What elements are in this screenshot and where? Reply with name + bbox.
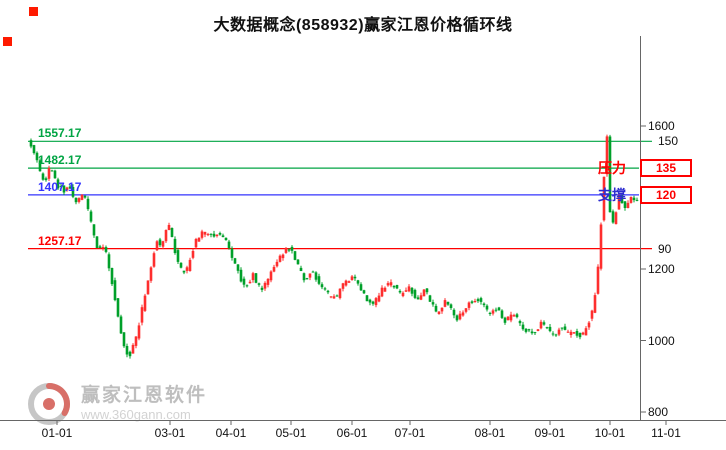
- watermark: 赢家江恩软件 www.360gann.com: [26, 381, 207, 427]
- gann-cycle-box: 135: [640, 159, 692, 178]
- level-price-label: 1407.17: [38, 179, 82, 194]
- x-axis-label: 05-01: [275, 426, 307, 440]
- y-axis-label: 800: [648, 405, 669, 419]
- watermark-text: 赢家江恩软件 www.360gann.com: [81, 385, 207, 423]
- level-price-label: 1482.17: [38, 153, 82, 168]
- brand-logo-icon: [28, 383, 70, 425]
- level-price-label: 1257.17: [38, 233, 82, 248]
- x-axis-label: 10-01: [594, 426, 626, 440]
- page-title: 大数据概念(858932)赢家江恩价格循环线: [213, 17, 513, 34]
- watermark-brand: 赢家江恩软件: [81, 385, 208, 406]
- corner-marker-left: [3, 37, 12, 46]
- gann-cycle-label: 90: [658, 241, 672, 256]
- gann-cycle-label: 150: [658, 134, 679, 149]
- x-axis-label: 01-01: [41, 426, 73, 440]
- support-tag: 支撑: [598, 186, 626, 203]
- x-axis-label: 07-01: [394, 426, 426, 440]
- x-axis-label: 08-01: [474, 426, 506, 440]
- pressure-tag: 压力: [598, 160, 626, 177]
- y-axis-label: 1200: [648, 262, 675, 276]
- x-axis-label: 09-01: [534, 426, 566, 440]
- x-axis-label: 11-01: [651, 426, 681, 440]
- y-axis-label: 1000: [648, 333, 675, 348]
- x-axis-label: 04-01: [215, 426, 247, 440]
- x-axis-label: 06-01: [336, 426, 368, 440]
- watermark-url: www.360gann.com: [81, 407, 191, 422]
- y-axis-label: 1600: [648, 119, 675, 133]
- gann-cycle-box: 120: [640, 185, 692, 204]
- level-price-label: 1557.17: [38, 126, 82, 141]
- corner-marker-top: [29, 7, 38, 16]
- x-axis-label: 03-01: [154, 426, 186, 440]
